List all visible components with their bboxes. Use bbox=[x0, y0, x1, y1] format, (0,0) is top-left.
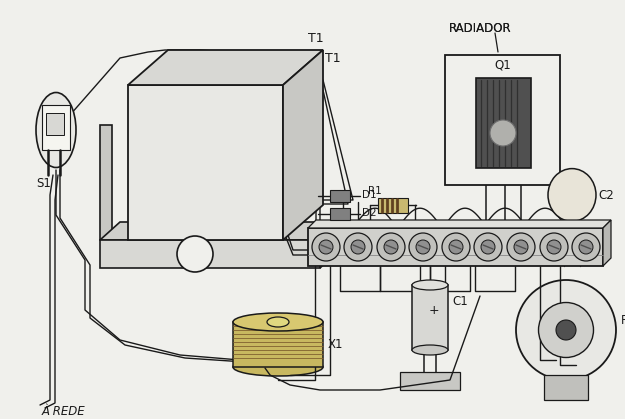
Polygon shape bbox=[308, 220, 611, 228]
Ellipse shape bbox=[267, 317, 289, 327]
Circle shape bbox=[516, 280, 616, 380]
Circle shape bbox=[481, 240, 495, 254]
Circle shape bbox=[312, 233, 340, 261]
Text: C2: C2 bbox=[598, 189, 614, 202]
Ellipse shape bbox=[233, 313, 323, 331]
Ellipse shape bbox=[548, 168, 596, 221]
Text: T1: T1 bbox=[325, 52, 341, 65]
Bar bbox=[445, 55, 560, 185]
Circle shape bbox=[572, 233, 600, 261]
Circle shape bbox=[507, 233, 535, 261]
Polygon shape bbox=[283, 50, 323, 240]
Circle shape bbox=[490, 120, 516, 146]
Circle shape bbox=[177, 236, 213, 272]
Text: D1: D1 bbox=[362, 190, 377, 200]
Circle shape bbox=[556, 320, 576, 340]
Polygon shape bbox=[308, 228, 603, 266]
Text: S1: S1 bbox=[36, 177, 51, 190]
Text: T1: T1 bbox=[308, 32, 324, 45]
Polygon shape bbox=[100, 125, 112, 240]
Polygon shape bbox=[128, 50, 323, 85]
Ellipse shape bbox=[412, 345, 448, 355]
Bar bbox=[330, 208, 350, 220]
Polygon shape bbox=[128, 85, 283, 240]
Bar bbox=[330, 190, 350, 202]
Circle shape bbox=[547, 240, 561, 254]
Circle shape bbox=[344, 233, 372, 261]
Circle shape bbox=[449, 240, 463, 254]
Ellipse shape bbox=[412, 280, 448, 290]
Text: RADIADOR: RADIADOR bbox=[449, 22, 511, 35]
Text: X1: X1 bbox=[328, 337, 344, 351]
Ellipse shape bbox=[233, 358, 323, 376]
Circle shape bbox=[351, 240, 365, 254]
Polygon shape bbox=[603, 220, 611, 266]
Circle shape bbox=[540, 233, 568, 261]
Circle shape bbox=[416, 240, 430, 254]
Circle shape bbox=[579, 240, 593, 254]
Polygon shape bbox=[476, 78, 531, 168]
Circle shape bbox=[384, 240, 398, 254]
Text: À REDE: À REDE bbox=[42, 405, 86, 418]
Text: RADIADOR: RADIADOR bbox=[449, 22, 511, 35]
Circle shape bbox=[377, 233, 405, 261]
Circle shape bbox=[514, 240, 528, 254]
Circle shape bbox=[409, 233, 437, 261]
Circle shape bbox=[442, 233, 470, 261]
Bar bbox=[46, 113, 64, 135]
Text: R1: R1 bbox=[368, 186, 382, 196]
Bar bbox=[42, 105, 70, 150]
Polygon shape bbox=[233, 322, 323, 367]
Circle shape bbox=[474, 233, 502, 261]
Bar bbox=[544, 375, 588, 400]
Polygon shape bbox=[320, 222, 340, 268]
Text: D2: D2 bbox=[362, 208, 377, 218]
Ellipse shape bbox=[36, 93, 76, 168]
Text: Q1: Q1 bbox=[494, 59, 511, 72]
Text: C1: C1 bbox=[452, 295, 468, 308]
Text: +: + bbox=[429, 303, 439, 316]
Bar bbox=[400, 372, 460, 390]
Bar bbox=[378, 198, 408, 213]
Polygon shape bbox=[100, 240, 320, 268]
Circle shape bbox=[319, 240, 333, 254]
Circle shape bbox=[539, 303, 594, 357]
Bar bbox=[412, 285, 448, 350]
Polygon shape bbox=[100, 222, 340, 240]
Text: P1: P1 bbox=[621, 313, 625, 326]
